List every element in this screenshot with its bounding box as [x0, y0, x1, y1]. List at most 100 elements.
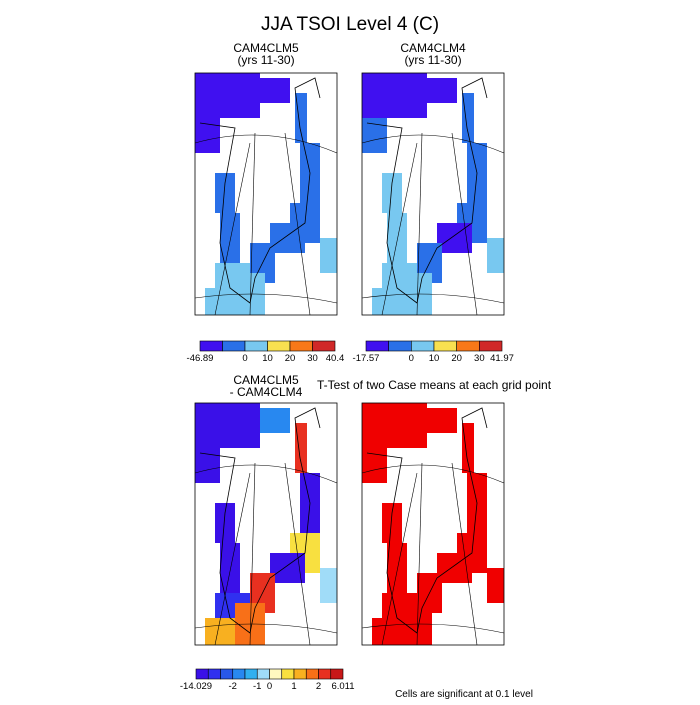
meridian	[451, 462, 478, 646]
map-cell	[427, 408, 457, 433]
map-cell	[295, 93, 307, 143]
map-cell	[260, 78, 290, 103]
coastline	[199, 407, 321, 634]
colorbar-box	[256, 668, 270, 680]
colorbar-box	[281, 668, 295, 680]
map-cell	[195, 448, 220, 483]
parallel	[361, 464, 505, 484]
map-cell	[362, 118, 387, 153]
colorbar-label: 0	[409, 353, 414, 364]
map-frame	[194, 72, 338, 316]
map-cell	[487, 238, 504, 273]
colorbar-box	[244, 340, 268, 352]
map-cell	[462, 93, 474, 143]
colorbar-box	[305, 668, 319, 680]
map-cell	[487, 568, 504, 603]
colorbar-box	[222, 340, 246, 352]
colorbar-label: 6.011	[331, 681, 354, 692]
colorbar-box	[293, 668, 307, 680]
colorbar-label: 20	[451, 353, 462, 364]
meridian	[214, 142, 251, 316]
colorbar-box	[232, 668, 246, 680]
colorbar-label: 0	[242, 353, 247, 364]
colorbar-box	[244, 668, 258, 680]
colorbar-label: 2	[316, 681, 321, 692]
meridian	[249, 462, 256, 646]
parallel	[361, 134, 505, 154]
meridian	[284, 132, 311, 316]
colorbar-label: -2	[229, 681, 237, 692]
map-cell	[382, 173, 402, 213]
map-cell	[260, 408, 290, 433]
colorbar-label: 1	[291, 681, 296, 692]
parallel	[361, 623, 505, 634]
panel-title: (yrs 11-30)	[237, 53, 294, 67]
colorbar-box	[289, 340, 313, 352]
map-cell	[362, 448, 387, 483]
meridian	[416, 462, 423, 646]
note: Cells are significant at 0.1 level	[395, 689, 533, 700]
map-cell	[362, 73, 427, 118]
parallel	[194, 134, 338, 154]
colorbar-label: -14.029	[180, 681, 212, 692]
colorbar-box	[330, 668, 344, 680]
colorbar-label: -1	[253, 681, 261, 692]
colorbar-box	[411, 340, 435, 352]
map-panel	[361, 72, 505, 316]
map-cell	[195, 118, 220, 153]
colorbar-box	[479, 340, 503, 352]
coastline	[366, 77, 488, 304]
meridian	[451, 132, 478, 316]
colorbar-label: -46.89	[187, 353, 214, 364]
colorbar-label: -17.57	[353, 353, 380, 364]
map-frame	[361, 72, 505, 316]
map-cell	[437, 553, 472, 583]
parallel	[194, 464, 338, 484]
panel-title: - CAM4CLM4	[230, 385, 303, 399]
figure-title: JJA TSOI Level 4 (C)	[261, 14, 439, 35]
map-cell	[270, 553, 305, 583]
colorbar-label: 20	[285, 353, 296, 364]
colorbar-label: 30	[307, 353, 318, 364]
map-cell	[195, 403, 260, 448]
map-cell	[387, 213, 407, 263]
colorbar-box	[199, 340, 223, 352]
map-cell	[382, 503, 402, 543]
map-cell	[220, 213, 240, 263]
map-panel	[194, 72, 338, 316]
coastline	[199, 77, 321, 304]
map-cell	[220, 543, 240, 593]
map-cell	[195, 73, 260, 118]
meridian	[416, 132, 423, 316]
panel-title: CAM4CLM4	[400, 41, 466, 55]
map-cell	[462, 423, 474, 473]
meridian	[381, 142, 418, 316]
parallel	[361, 293, 505, 304]
parallel	[194, 293, 338, 304]
colorbar-box	[388, 340, 412, 352]
coastline	[366, 407, 488, 634]
meridian	[284, 462, 311, 646]
colorbar-label: 0	[267, 681, 272, 692]
colorbar-label: 40.4	[326, 353, 345, 364]
colorbar-box	[267, 340, 291, 352]
map-panel	[194, 402, 338, 646]
map-cell	[437, 223, 472, 253]
map-cell	[270, 223, 305, 253]
map-frame	[194, 402, 338, 646]
map-cell	[215, 173, 235, 213]
panel-title: (yrs 11-30)	[404, 53, 461, 67]
colorbar-box	[456, 340, 480, 352]
map-cell	[215, 503, 235, 543]
colorbar-box	[195, 668, 209, 680]
colorbar-box	[312, 340, 336, 352]
colorbar-box	[318, 668, 332, 680]
meridian	[214, 472, 251, 646]
colorbar-box	[207, 668, 221, 680]
map-cell	[387, 543, 407, 593]
colorbar-label: 41.97	[490, 353, 514, 364]
colorbar-label: 30	[474, 353, 485, 364]
map-cell	[427, 78, 457, 103]
colorbar-label: 10	[262, 353, 273, 364]
